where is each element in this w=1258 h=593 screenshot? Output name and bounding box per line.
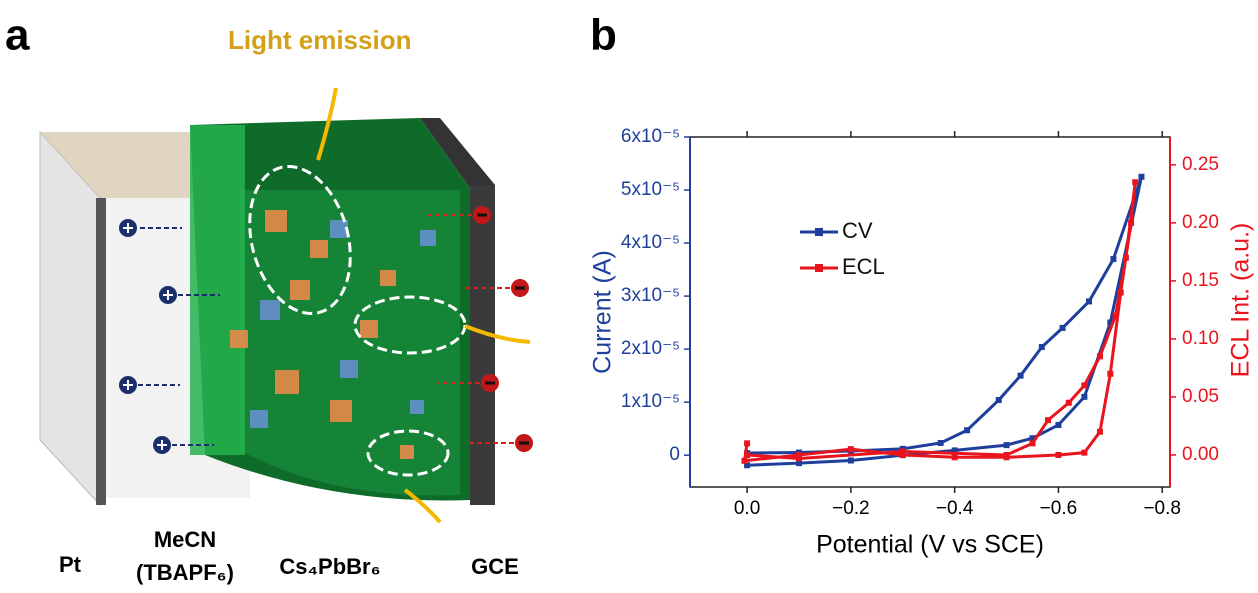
series-marker [1107,371,1113,377]
legend-label: ECL [842,254,885,279]
series-marker [1055,452,1061,458]
x-tick-label: 0.0 [734,498,760,519]
series-marker [1081,382,1087,388]
y2-tick-label: 0.00 [1182,444,1219,465]
series-marker [1123,255,1129,261]
figure: a Light emission [0,0,1258,593]
series-marker [1004,442,1010,448]
series-marker [1132,179,1138,185]
y-tick-label: 1x10⁻⁵ [621,391,680,412]
series-marker [1113,313,1119,319]
series-marker [1029,440,1035,446]
y-tick-label: 5x10⁻⁵ [621,179,680,200]
series-marker [1128,220,1134,226]
series-marker [1018,373,1024,379]
schematic: a Light emission [5,11,533,585]
series-marker [741,458,747,464]
legend-marker [815,264,823,272]
series-marker [1066,400,1072,406]
y2-axis-title: ECL Int. (a.u.) [1227,223,1255,378]
series-marker [848,457,854,463]
series-marker [744,452,750,458]
emission-label: Light emission [228,25,411,55]
gce [470,185,495,505]
series-marker [1086,298,1092,304]
series-marker [996,397,1002,403]
series-marker [1138,174,1144,180]
x-tick-label: −0.8 [1143,498,1181,519]
gce-label: GCE [471,554,519,579]
y-tick-label: 3x10⁻⁵ [621,285,680,306]
y2-tick-label: 0.20 [1182,212,1219,233]
x-axis-title: Potential (V vs SCE) [816,531,1044,559]
y2-tick-label: 0.25 [1182,154,1219,175]
y-axis-title: Current (A) [589,250,617,374]
y2-tick-label: 0.15 [1182,270,1219,291]
y2-tick-label: 0.10 [1182,328,1219,349]
series-marker [744,440,750,446]
series-marker [1081,394,1087,400]
x-tick-label: −0.4 [936,498,974,519]
y2-tick-label: 0.05 [1182,386,1219,407]
legend-marker [815,228,823,236]
panel-label: a [5,11,30,60]
series-marker [1045,417,1051,423]
electrolyte-salt-label: (TBAPF₆) [136,560,234,585]
y-tick-label: 2x10⁻⁵ [621,338,680,359]
series-marker [1039,344,1045,350]
x-tick-label: −0.2 [832,498,870,519]
series-marker [1060,325,1066,331]
electrolyte-label: MeCN [154,527,216,552]
series-marker [1110,256,1116,262]
panel-label: b [590,11,617,60]
series-marker [952,454,958,460]
cv-ecl-chart: b Potential (V vs SCE) Current (A) ECL I… [589,11,1255,559]
series-marker [1055,422,1061,428]
material-edge [190,125,245,455]
series-marker [938,440,944,446]
y-tick-label: 0 [669,444,680,465]
y-tick-label: 6x10⁻⁵ [621,126,680,147]
series-marker [848,446,854,452]
series-marker [964,427,970,433]
pt-edge [96,198,106,505]
y-tick-label: 4x10⁻⁵ [621,232,680,253]
series-marker [796,455,802,461]
series-marker [1097,429,1103,435]
legend-label: CV [842,218,873,243]
series-marker [1081,450,1087,456]
material-label: Cs₄PbBr₆ [279,554,380,579]
x-tick-label: −0.6 [1040,498,1078,519]
series-marker [1118,290,1124,296]
series-line [747,177,1141,465]
series-marker [900,448,906,454]
series-line [744,182,1135,461]
series-marker [1004,452,1010,458]
series-marker [1097,353,1103,359]
pt-label: Pt [59,552,82,577]
